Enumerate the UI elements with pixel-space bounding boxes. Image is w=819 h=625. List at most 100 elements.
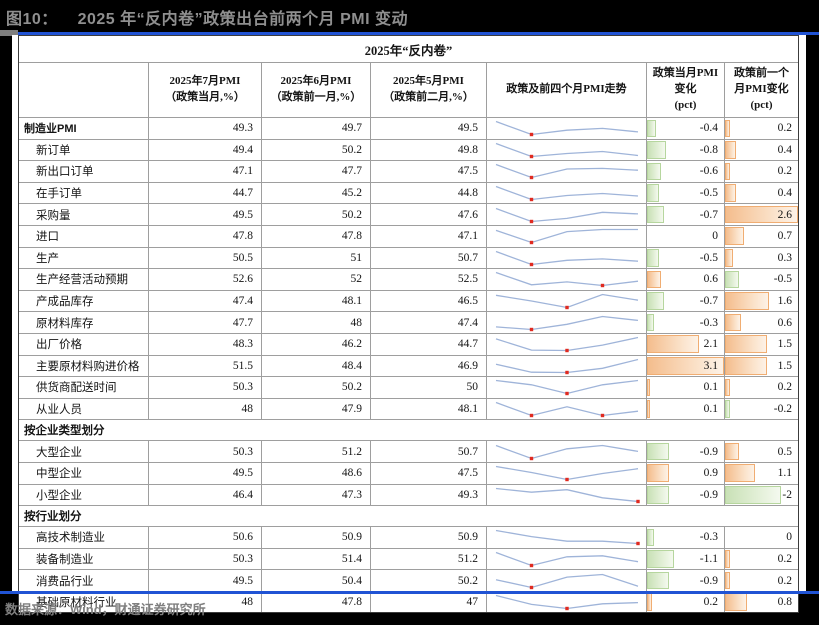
trend-sparkline <box>487 548 647 570</box>
change-previous-cell: 0.2 <box>725 161 798 182</box>
pmi-jul-value: 47.7 <box>149 312 262 333</box>
positive-data-bar <box>725 205 798 224</box>
trend-sparkline <box>487 377 647 398</box>
trend-sparkline <box>487 484 647 506</box>
pmi-may-value: 50.9 <box>371 527 487 548</box>
change-current-value: 0.1 <box>703 403 718 416</box>
row-label: 出厂价格 <box>19 333 149 355</box>
change-previous-value: 0 <box>786 531 792 544</box>
table-row: 出厂价格 48.3 46.2 44.7 2.1 1.5 <box>19 333 798 356</box>
row-label: 进口 <box>19 225 149 247</box>
change-previous-value: 2.6 <box>777 208 792 221</box>
change-previous-cell: 1.5 <box>725 356 798 377</box>
change-previous-cell: 0.6 <box>725 312 798 333</box>
change-previous-value: 0.2 <box>777 165 792 178</box>
change-current-cell: 0.1 <box>647 398 725 420</box>
positive-data-bar <box>647 378 650 397</box>
bottom-rule-blue <box>0 591 819 594</box>
negative-data-bar <box>647 442 669 461</box>
trend-sparkline <box>487 333 647 355</box>
positive-data-bar <box>725 313 742 332</box>
row-label: 原材料库存 <box>19 312 149 333</box>
title-rule-blue <box>18 32 819 35</box>
title-rule-gray-cap <box>0 30 18 36</box>
positive-data-bar <box>647 335 699 354</box>
pmi-jul-value: 48 <box>149 398 262 420</box>
change-current-cell: -0.5 <box>647 182 725 204</box>
pmi-jul-value: 50.3 <box>149 441 262 462</box>
change-previous-value: 0.2 <box>777 381 792 394</box>
row-label: 生产 <box>19 247 149 269</box>
pmi-may-value: 50.7 <box>371 247 487 269</box>
change-current-cell: 0 <box>647 225 725 247</box>
change-previous-cell: 0.2 <box>725 570 798 591</box>
pmi-jul-value: 49.5 <box>149 204 262 225</box>
change-current-value: 2.1 <box>703 338 718 351</box>
pmi-may-value: 48.1 <box>371 398 487 420</box>
table-row: 采购量 49.5 50.2 47.6 -0.7 2.6 <box>19 204 798 226</box>
pmi-may-value: 47 <box>371 591 487 613</box>
figure-title: 图10： 2025 年“反内卷”政策出台前两个月 PMI 变动 <box>6 11 408 28</box>
pmi-jul-value: 50.3 <box>149 548 262 570</box>
negative-data-bar <box>647 528 654 547</box>
section-header-row: 按行业划分 <box>19 506 798 528</box>
negative-data-bar <box>647 292 664 310</box>
row-label: 小型企业 <box>19 484 149 506</box>
pmi-jul-value: 48.3 <box>149 333 262 355</box>
table-row: 从业人员 48 47.9 48.1 0.1 -0.2 <box>19 398 798 421</box>
negative-data-bar <box>725 486 781 504</box>
negative-data-bar <box>647 486 669 504</box>
row-label: 新出口订单 <box>19 161 149 182</box>
pmi-jun-value: 50.2 <box>262 139 371 161</box>
change-previous-value: 0.3 <box>777 251 792 264</box>
change-previous-value: 0.5 <box>777 445 792 458</box>
change-current-cell: -0.4 <box>647 118 725 139</box>
trend-sparkline <box>487 139 647 161</box>
change-current-value: -0.3 <box>699 316 718 329</box>
positive-data-bar <box>647 464 669 482</box>
change-current-cell: 0.6 <box>647 269 725 290</box>
pmi-may-value: 46.5 <box>371 290 487 312</box>
pmi-may-value: 46.9 <box>371 355 487 377</box>
positive-data-bar <box>725 162 731 181</box>
table-row: 小型企业 46.4 47.3 49.3 -0.9 -2 <box>19 484 798 507</box>
change-current-cell: -0.9 <box>647 441 725 462</box>
trend-sparkline <box>487 182 647 204</box>
trend-sparkline <box>487 161 647 182</box>
table-rows: 制造业PMI 49.3 49.7 49.5 -0.4 0.2 新订单 49.4 … <box>19 118 798 613</box>
pmi-jun-value: 51.2 <box>262 441 371 462</box>
change-previous-cell: 1.1 <box>725 463 798 484</box>
change-current-value: -0.9 <box>699 574 718 587</box>
trend-sparkline <box>487 290 647 312</box>
table-row: 进口 47.8 47.8 47.1 0 0.7 <box>19 225 798 248</box>
header-change-previous: 政策前一个 月PMI变化 (pct) <box>734 67 789 111</box>
change-current-value: 0.9 <box>703 467 718 480</box>
positive-data-bar <box>725 335 767 354</box>
change-previous-value: 0.4 <box>777 143 792 156</box>
positive-data-bar <box>725 357 767 375</box>
change-current-cell: 2.1 <box>647 333 725 355</box>
header-trend: 政策及前四个月PMI走势 <box>487 63 647 117</box>
row-label: 生产经营活动预期 <box>19 269 149 290</box>
trend-sparkline <box>487 269 647 290</box>
change-current-cell: -1.1 <box>647 548 725 570</box>
row-label: 产成品库存 <box>19 290 149 312</box>
table-header-row: 2025年7月PMI （政策当月,%） 2025年6月PMI （政策前一月,%）… <box>19 63 798 118</box>
change-previous-cell: 0.7 <box>725 226 798 247</box>
pmi-may-value: 49.3 <box>371 484 487 506</box>
negative-data-bar <box>647 313 654 332</box>
table-row: 主要原材料购进价格 51.5 48.4 46.9 3.1 1.5 <box>19 355 798 378</box>
pmi-jun-value: 47.8 <box>262 591 371 613</box>
pmi-jun-value: 47.7 <box>262 161 371 182</box>
change-previous-value: 0.6 <box>777 316 792 329</box>
trend-sparkline <box>487 462 647 484</box>
change-current-cell: 0.2 <box>647 591 725 613</box>
positive-data-bar <box>725 227 745 246</box>
pmi-jul-value: 47.4 <box>149 290 262 312</box>
change-current-value: -0.9 <box>699 488 718 501</box>
change-previous-cell: 0.2 <box>725 377 798 398</box>
change-previous-value: -2 <box>782 488 792 501</box>
pmi-jun-value: 47.9 <box>262 398 371 420</box>
trend-sparkline <box>487 591 647 613</box>
change-current-value: 0.2 <box>703 596 718 609</box>
